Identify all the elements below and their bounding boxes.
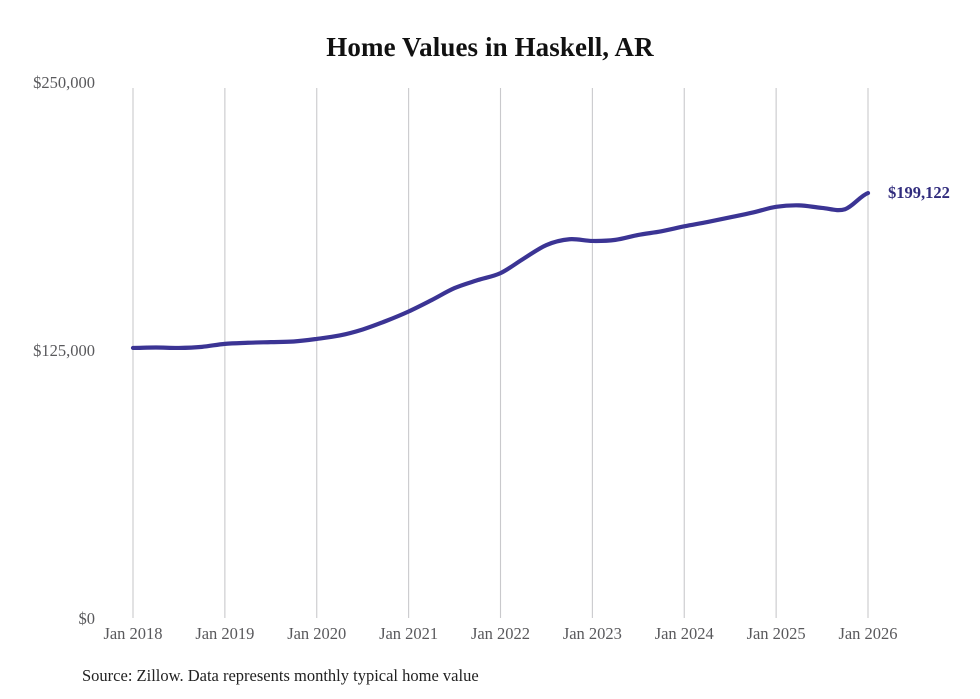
x-axis-tick-label: Jan 2023 <box>562 624 622 643</box>
page-title: Home Values in Haskell, AR <box>326 32 654 62</box>
y-axis-tick-label: $250,000 <box>33 73 95 92</box>
x-axis-tick-label: Jan 2024 <box>654 624 714 643</box>
x-axis-tick-label: Jan 2026 <box>838 624 898 643</box>
x-axis-tick-label: Jan 2025 <box>746 624 806 643</box>
value-line-series <box>130 190 871 351</box>
source-note: Source: Zillow. Data represents monthly … <box>82 666 479 685</box>
end-value-annotation: $199,122 <box>888 183 950 203</box>
gridlines <box>132 88 869 618</box>
y-axis-tick-label: $0 <box>78 609 96 628</box>
y-axis-tick-label: $125,000 <box>33 341 95 360</box>
x-axis-tick-label: Jan 2021 <box>379 624 439 643</box>
x-axis-tick-label: Jan 2018 <box>103 624 163 643</box>
x-axis-tick-label: Jan 2022 <box>470 624 531 643</box>
x-axis-tick-label: Jan 2019 <box>195 624 255 643</box>
x-axis-tick-label: Jan 2020 <box>287 624 347 643</box>
